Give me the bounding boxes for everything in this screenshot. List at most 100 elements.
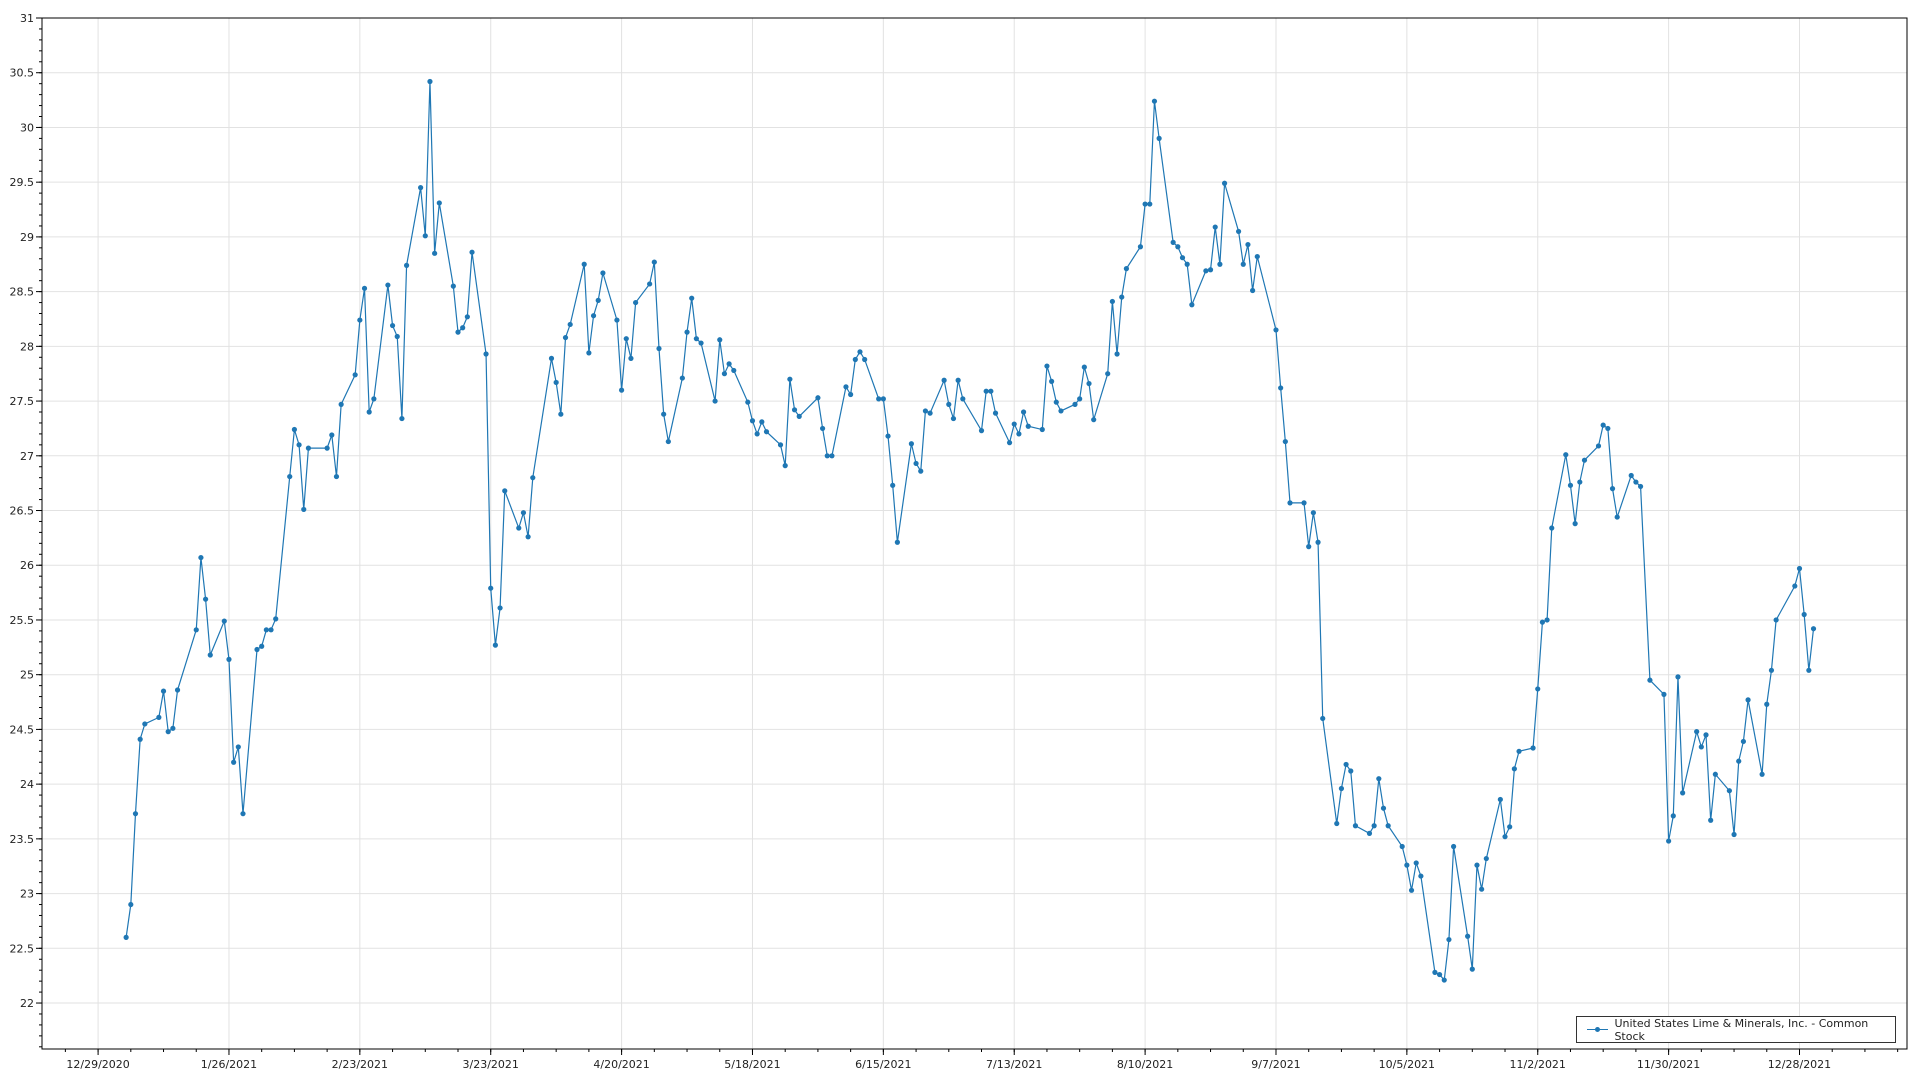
y-tick-label: 28.5	[10, 286, 35, 299]
data-point	[558, 411, 564, 417]
data-point	[156, 714, 162, 720]
data-point	[1436, 971, 1443, 978]
data-point	[530, 475, 536, 481]
data-point	[684, 329, 690, 335]
x-tick-label: 3/23/2021	[463, 1058, 519, 1071]
data-point	[1567, 482, 1574, 488]
data-point	[1343, 761, 1349, 768]
data-point	[1011, 421, 1017, 427]
data-point	[1240, 261, 1246, 267]
data-point	[745, 399, 751, 405]
data-point	[1647, 677, 1653, 683]
data-point	[291, 426, 298, 433]
data-point	[1483, 855, 1489, 862]
data-point	[1077, 396, 1083, 402]
data-point	[520, 510, 527, 516]
data-point	[1549, 525, 1555, 531]
data-point	[763, 429, 770, 435]
data-point	[403, 262, 410, 268]
data-point	[1441, 977, 1447, 983]
data-point	[432, 250, 438, 256]
data-point	[567, 321, 573, 328]
data-point	[338, 401, 344, 407]
data-point	[1418, 873, 1424, 879]
data-point	[1301, 500, 1307, 506]
data-point	[679, 375, 685, 381]
data-point	[207, 652, 213, 658]
data-point	[1680, 790, 1686, 796]
data-point	[1221, 180, 1228, 186]
data-point	[1081, 364, 1087, 370]
data-point	[1137, 244, 1144, 250]
data-point	[525, 534, 531, 540]
y-tick-label: 26	[20, 559, 34, 572]
data-point	[1759, 771, 1765, 777]
data-point	[880, 396, 886, 402]
data-point	[1633, 479, 1639, 485]
data-point	[1366, 830, 1373, 836]
data-point	[1413, 860, 1419, 866]
data-point	[689, 295, 695, 301]
data-point	[137, 736, 143, 742]
data-point	[1278, 385, 1284, 391]
data-point	[1703, 732, 1709, 738]
data-point	[1708, 817, 1714, 823]
data-point	[651, 259, 657, 265]
x-tick-label: 2/23/2021	[332, 1058, 388, 1071]
data-point	[726, 361, 732, 367]
plot-frame	[41, 17, 1908, 1050]
axes: 22 22.5 23 23.5 24 24.5 25 25.5 26 26.5 27 27.5 28 28…	[10, 12, 1908, 1071]
y-tick-label: 24	[20, 778, 34, 791]
data-point	[656, 345, 662, 352]
data-point	[749, 418, 756, 424]
data-point	[1502, 834, 1508, 840]
data-point	[296, 442, 302, 448]
data-point	[960, 396, 966, 402]
x-tick-label: 12/29/2020	[66, 1058, 129, 1071]
data-point	[1563, 452, 1569, 458]
data-point	[647, 281, 653, 287]
x-tick-label: 4/20/2021	[593, 1058, 649, 1071]
data-point	[221, 618, 227, 624]
data-point	[1432, 969, 1438, 975]
data-point	[600, 270, 606, 276]
data-point	[1044, 363, 1050, 369]
data-point	[1072, 401, 1078, 407]
data-point	[1474, 862, 1480, 868]
data-point	[1348, 768, 1354, 774]
y-tick-label: 26.5	[10, 505, 35, 518]
data-point	[1310, 510, 1316, 516]
data-point	[562, 334, 569, 341]
legend-label: United States Lime & Minerals, Inc. - Co…	[1614, 1016, 1869, 1043]
data-point	[193, 627, 199, 633]
data-point	[1086, 380, 1092, 387]
data-point	[1628, 472, 1634, 479]
data-point	[1544, 617, 1550, 623]
data-point	[581, 261, 587, 267]
data-point	[1109, 298, 1115, 305]
data-point	[1170, 239, 1176, 245]
data-point	[170, 725, 176, 731]
data-point	[1796, 565, 1803, 572]
y-tick-label: 22.5	[10, 942, 35, 955]
grid	[42, 17, 1907, 1049]
data-point	[862, 356, 868, 363]
y-tick-label: 24.5	[10, 723, 35, 736]
x-tick-label: 11/2/2021	[1510, 1058, 1566, 1071]
data-point	[371, 396, 377, 402]
data-point	[1497, 796, 1503, 803]
y-tick-label: 27	[20, 450, 34, 463]
y-tick-label: 30.5	[10, 67, 35, 80]
data-point	[399, 415, 405, 422]
data-point	[427, 78, 433, 85]
data-point	[852, 356, 858, 363]
data-point	[1320, 715, 1326, 722]
data-point	[268, 627, 274, 633]
data-point	[1479, 886, 1485, 892]
data-point	[955, 377, 961, 383]
data-point	[460, 325, 466, 331]
data-point	[174, 687, 181, 693]
data-point	[1385, 823, 1391, 829]
data-point	[287, 473, 293, 480]
data-point	[450, 283, 456, 289]
